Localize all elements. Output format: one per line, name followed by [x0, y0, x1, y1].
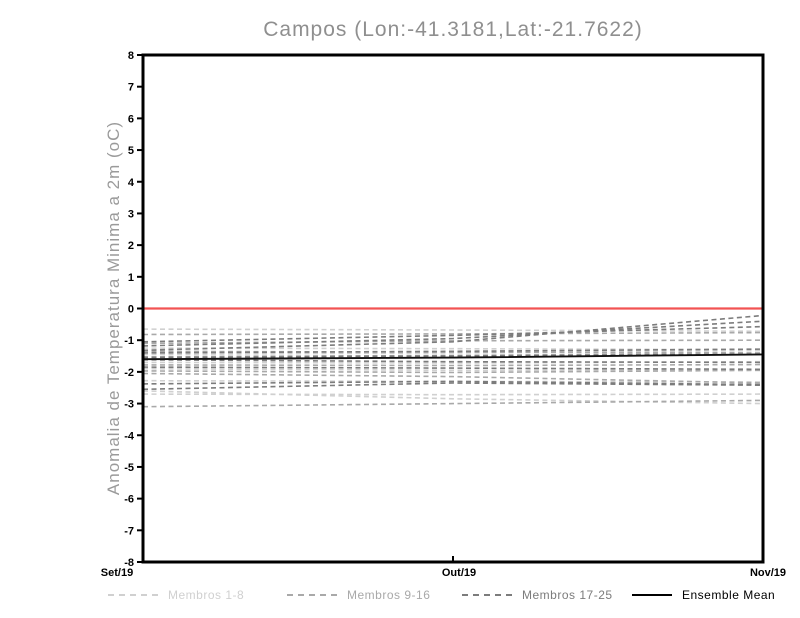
y-tick-label: -2 [124, 367, 134, 379]
dashed-line-sample-dark [462, 594, 512, 596]
series-membro-10 [142, 339, 764, 345]
y-tick-label: -7 [124, 525, 134, 537]
series-membro-16 [142, 399, 764, 408]
y-tick-label: 8 [128, 50, 134, 62]
y-tick-label: 1 [128, 272, 134, 284]
legend: Membros 1-8 Membros 9-16 Membros 17-25 E… [0, 585, 800, 609]
legend-item-membros-17-25: Membros 17-25 [462, 585, 613, 605]
x-tick-label-out-19: Out/19 [442, 567, 476, 579]
chart-title: Campos (Lon:-41.3181,Lat:-21.7622) [263, 18, 643, 41]
y-tick-label: 7 [128, 82, 134, 94]
y-tick-label: -1 [124, 335, 134, 347]
series-membro-20 [142, 348, 764, 354]
dashed-line-sample-light [108, 594, 158, 596]
series-membro-18 [142, 320, 764, 347]
y-tick-label: -6 [124, 494, 134, 506]
series-membro-9 [142, 331, 764, 336]
y-tick-label: 4 [128, 177, 135, 189]
legend-label-membros-9-16: Membros 9-16 [347, 588, 431, 602]
y-tick-label: 5 [128, 145, 134, 157]
dashed-line-sample-medium [287, 594, 337, 596]
series-membro-5 [142, 367, 763, 372]
series-ensemble-mean [142, 353, 764, 361]
series-membro-22 [142, 359, 764, 364]
y-axis-title: Anomalia de Temperatura Minima a 2m (oC) [104, 120, 123, 496]
y-tick-label: 3 [128, 208, 134, 220]
y-tick-label: -8 [124, 557, 134, 569]
legend-item-membros-9-16: Membros 9-16 [287, 585, 430, 605]
series-membro-1 [142, 328, 764, 333]
x-tick-label-nov-19: Nov/19 [750, 567, 786, 579]
legend-label-membros-1-8: Membros 1-8 [168, 588, 245, 602]
solid-line-sample [632, 594, 672, 596]
y-tick-label: 0 [128, 304, 134, 316]
legend-item-membros-1-8: Membros 1-8 [108, 585, 244, 605]
series-membro-14 [142, 369, 764, 374]
series-membro-19 [142, 314, 764, 352]
legend-item-ensemble-mean: Ensemble Mean [632, 585, 775, 605]
y-tick-label: 2 [128, 240, 134, 252]
series-membro-7 [142, 393, 764, 396]
series-membro-23 [142, 366, 764, 371]
y-tick-label: -3 [124, 399, 134, 411]
series-membro-25 [142, 380, 764, 386]
y-tick-label: 6 [128, 113, 134, 125]
series-membro-8 [142, 390, 764, 405]
series-membro-24 [142, 382, 764, 391]
series-membro-4 [142, 360, 764, 364]
series-membro-15 [142, 372, 764, 384]
y-tick-label: -4 [124, 430, 135, 442]
y-tick-label: -5 [124, 462, 134, 474]
legend-label-membros-17-25: Membros 17-25 [522, 588, 613, 602]
series-membro-13 [142, 363, 764, 367]
series-membro-21 [142, 353, 764, 359]
x-tick-label-set-19: Set/19 [101, 567, 133, 579]
legend-label-ensemble-mean: Ensemble Mean [682, 588, 776, 602]
series-membro-17 [142, 325, 764, 343]
series-membro-2 [142, 347, 764, 351]
